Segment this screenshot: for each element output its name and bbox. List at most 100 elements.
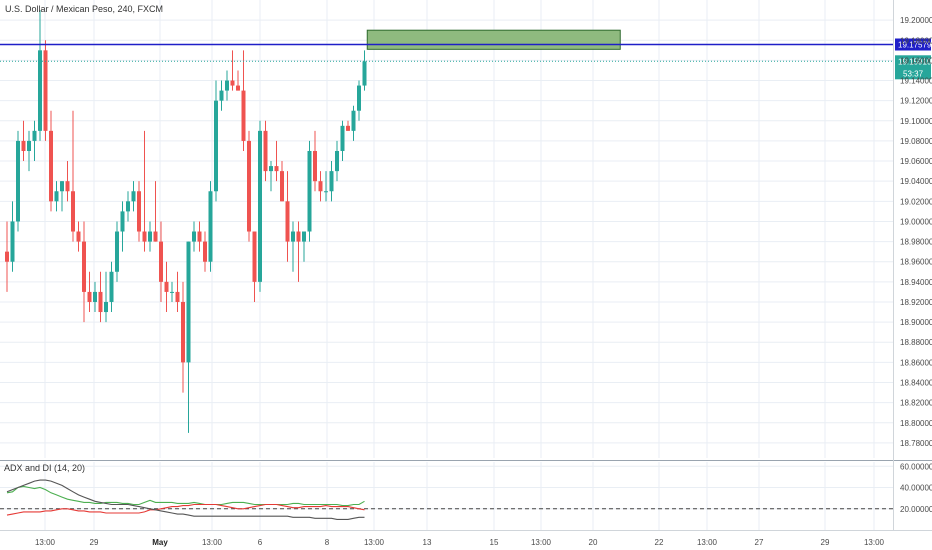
- price-tick-label: 19.18000: [900, 36, 932, 45]
- indicator-tick-label: 20.00000: [900, 505, 932, 514]
- time-tick-label: 29: [821, 538, 830, 547]
- candle-body: [65, 181, 70, 192]
- time-tick-label: 20: [589, 538, 598, 547]
- candle-body: [82, 241, 86, 292]
- candle-body: [104, 301, 108, 313]
- last-price-label: 19.15910: [898, 57, 932, 66]
- candle-body: [32, 130, 37, 141]
- candle-body: [241, 90, 246, 141]
- candle-body: [274, 166, 279, 172]
- price-tick-label: 19.08000: [900, 137, 932, 146]
- time-tick-label: 29: [90, 538, 99, 547]
- indicator-series-line: [6, 485, 365, 507]
- price-tick-label: 19.04000: [900, 177, 932, 186]
- candle-body: [252, 231, 257, 282]
- level-price-tag: [895, 38, 931, 51]
- candle-body: [280, 171, 284, 202]
- price-tick-label: 18.88000: [900, 338, 932, 347]
- price-tick-label: 19.00000: [900, 217, 932, 226]
- candle-body: [214, 100, 218, 192]
- candle-body: [346, 125, 350, 131]
- candle-body: [175, 291, 180, 302]
- price-tick-label: 18.78000: [900, 439, 932, 448]
- price-lines-layer[interactable]: 19.17579 19.15910 53:37: [0, 38, 932, 80]
- candle-body: [54, 191, 59, 202]
- time-tick-label: 13:00: [202, 538, 223, 547]
- candle-body: [247, 140, 251, 232]
- time-tick-label: 13: [423, 538, 432, 547]
- candle-body: [131, 191, 136, 202]
- candle-body: [38, 50, 42, 131]
- price-tick-label: 19.10000: [900, 117, 932, 126]
- candle-body: [362, 61, 367, 86]
- candle-body: [148, 231, 152, 242]
- price-tick-label: 19.20000: [900, 16, 932, 25]
- price-tick-label: 19.12000: [900, 97, 932, 106]
- time-tick-label: 15: [490, 538, 499, 547]
- zone-layer[interactable]: [366, 29, 621, 50]
- candle-body: [335, 150, 339, 172]
- candle-body: [109, 271, 114, 302]
- candles-layer: [5, 10, 367, 433]
- candle-body: [285, 201, 290, 242]
- time-tick-label: 27: [755, 538, 764, 547]
- candle-body: [164, 281, 169, 292]
- candle-body: [76, 231, 81, 242]
- candle-body: [21, 140, 26, 151]
- price-tick-label: 18.94000: [900, 278, 932, 287]
- level-price-label: 19.17579: [898, 41, 932, 50]
- candle-body: [49, 130, 53, 202]
- candle-body: [351, 110, 356, 131]
- candle-body: [302, 231, 306, 242]
- candle-body: [225, 80, 229, 91]
- price-tick-label: 19.06000: [900, 157, 932, 166]
- indicator-pane: 60.00000 40.00000 20.00000: [0, 462, 932, 520]
- candle-body: [186, 241, 191, 363]
- price-tick-label: 18.92000: [900, 298, 932, 307]
- price-tick-label: 18.84000: [900, 379, 932, 388]
- candle-body: [263, 130, 268, 172]
- time-tick-label: 13:00: [864, 538, 885, 547]
- candle-body: [340, 125, 345, 151]
- price-tick-label: 18.90000: [900, 318, 932, 327]
- time-tick-label: 6: [258, 538, 263, 547]
- candle-body: [71, 191, 75, 232]
- candle-body: [236, 85, 240, 91]
- price-tick-label: 19.14000: [900, 77, 932, 86]
- indicator-tick-label: 60.00000: [900, 462, 932, 471]
- chart-title: U.S. Dollar / Mexican Peso, 240, FXCM: [5, 4, 163, 14]
- candle-body: [27, 140, 31, 151]
- time-tick-label: May: [152, 538, 168, 547]
- price-tick-label: 19.02000: [900, 197, 932, 206]
- candle-body: [192, 231, 196, 242]
- candle-body: [324, 191, 328, 193]
- candle-body: [87, 291, 92, 302]
- candle-body: [43, 50, 48, 131]
- candle-body: [313, 150, 317, 182]
- candle-body: [291, 231, 295, 242]
- candle-body: [208, 191, 213, 262]
- candle-body: [126, 201, 130, 212]
- candle-body: [137, 191, 141, 232]
- time-tick-label: 13:00: [364, 538, 385, 547]
- price-tick-label: 18.80000: [900, 419, 932, 428]
- indicator-series-line: [6, 479, 365, 520]
- candle-body: [197, 231, 202, 242]
- candle-body: [5, 251, 9, 262]
- candle-body: [142, 231, 147, 242]
- indicator-tick-label: 40.00000: [900, 484, 932, 493]
- time-tick-label: 8: [325, 538, 330, 547]
- supply-zone-rectangle[interactable]: [366, 29, 621, 50]
- price-tick-label: 18.86000: [900, 358, 932, 367]
- candle-body: [219, 90, 224, 101]
- price-tick-label: 18.82000: [900, 399, 932, 408]
- candle-body: [93, 291, 97, 302]
- candle-body: [170, 291, 174, 293]
- candle-body: [357, 85, 361, 111]
- candle-body: [318, 181, 323, 192]
- candle-body: [269, 166, 273, 172]
- bar-countdown-label: 53:37: [903, 69, 924, 78]
